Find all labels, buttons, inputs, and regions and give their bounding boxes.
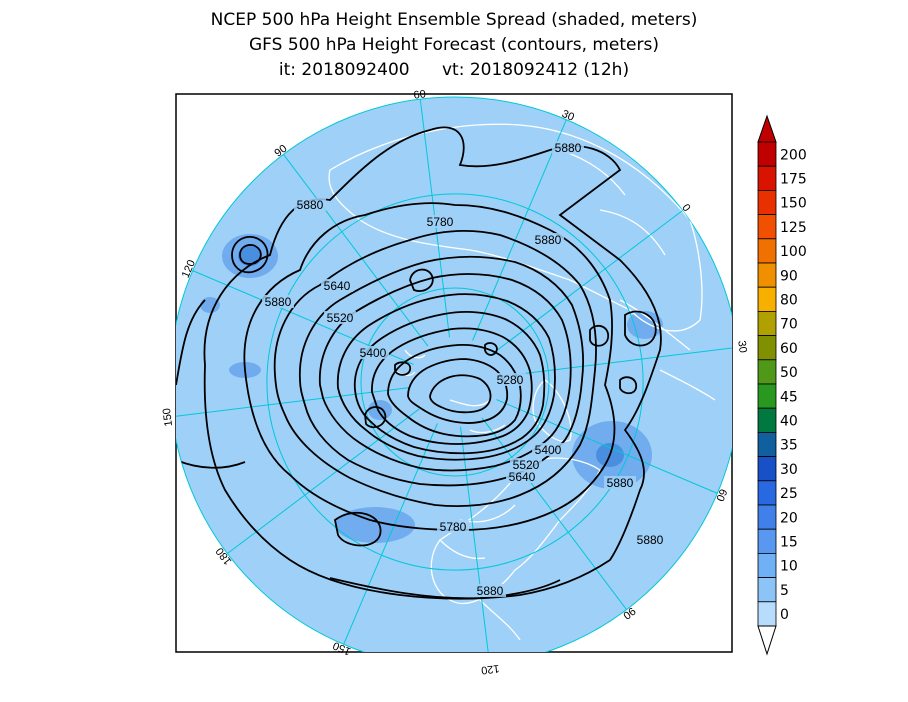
colorbar-label: 100 xyxy=(780,244,807,260)
colorbar-swatch xyxy=(757,310,777,336)
longitude-label: 30 xyxy=(735,340,748,354)
longitude-label: 60 xyxy=(413,88,427,101)
colorbar-label: 50 xyxy=(780,365,798,381)
colorbar-label: 25 xyxy=(780,486,798,502)
contour-label: 5880 xyxy=(265,295,292,309)
title-line-3: it: 2018092400 vt: 2018092412 (12h) xyxy=(278,60,630,80)
colorbar-label: 20 xyxy=(780,510,798,526)
colorbar-label: 5 xyxy=(780,583,789,599)
title-line-1: NCEP 500 hPa Height Ensemble Spread (sha… xyxy=(210,10,698,30)
contour-labels: 5880 5880 5880 5880 5880 5880 5880 5780 5780 5640… xyxy=(262,141,666,598)
contour-label: 5780 xyxy=(427,215,454,229)
colorbar-swatch xyxy=(757,431,777,457)
colorbar-label: 90 xyxy=(780,268,798,284)
meridian-line xyxy=(343,423,438,645)
colorbar-label: 60 xyxy=(780,341,798,357)
colorbar-label: 80 xyxy=(780,293,798,309)
contour-label: 5520 xyxy=(513,458,540,472)
colorbar-swatch xyxy=(757,456,777,482)
meridian-line xyxy=(227,408,420,554)
longitude-label: 90 xyxy=(620,604,637,621)
meridian-line xyxy=(283,154,429,347)
contour-label: 5880 xyxy=(637,533,664,547)
colorbar-top-arrow xyxy=(757,114,777,143)
colorbar: 2001751501251009080706050454035302520151… xyxy=(757,114,807,656)
colorbar-label: 15 xyxy=(780,535,798,551)
colorbar-label: 125 xyxy=(780,220,807,236)
contour-label: 5640 xyxy=(509,470,536,484)
parallel-circle xyxy=(266,193,644,571)
longitude-label: 30 xyxy=(560,108,576,124)
contour-label: 5880 xyxy=(607,476,634,490)
contour-label: 5400 xyxy=(535,443,562,457)
meridian-line xyxy=(496,399,718,494)
colorbar-swatch xyxy=(757,359,777,385)
title-line-2: GFS 500 hPa Height Forecast (contours, m… xyxy=(249,35,659,55)
colorbar-label: 40 xyxy=(780,414,798,430)
colorbar-swatch xyxy=(757,262,777,288)
colorbar-swatch xyxy=(757,601,777,627)
colorbar-swatch xyxy=(757,165,777,191)
meridian-line xyxy=(459,426,491,652)
colorbar-swatch xyxy=(757,407,777,433)
colorbar-swatch xyxy=(757,383,777,409)
colorbar-label: 175 xyxy=(780,172,807,188)
map-title-block: NCEP 500 hPa Height Ensemble Spread (sha… xyxy=(0,8,908,83)
longitude-label: 150 xyxy=(161,407,175,427)
colorbar-label: 30 xyxy=(780,462,798,478)
longitude-label: 60 xyxy=(713,487,729,503)
colorbar-label: 10 xyxy=(780,559,798,575)
colorbar-swatch xyxy=(757,214,777,240)
contour-label: 5520 xyxy=(327,311,354,325)
contour-label: 5400 xyxy=(360,346,387,360)
contour-label: 5780 xyxy=(440,520,467,534)
colorbar-swatch xyxy=(757,504,777,530)
contour-label: 5880 xyxy=(477,584,504,598)
colorbar-label: 35 xyxy=(780,438,798,454)
contour-label: 5640 xyxy=(324,279,351,293)
height-contours xyxy=(176,126,662,600)
hemisphere-disk xyxy=(176,96,732,652)
colorbar-swatch xyxy=(757,286,777,312)
colorbar-swatch xyxy=(757,577,777,603)
colorbar-label: 200 xyxy=(780,147,807,163)
longitude-label: 90 xyxy=(273,143,290,160)
colorbar-label: 70 xyxy=(780,317,798,333)
colorbar-swatch xyxy=(757,141,777,167)
contour-label: 5880 xyxy=(297,198,324,212)
colorbar-swatch xyxy=(757,238,777,264)
colorbar-swatch xyxy=(757,189,777,215)
colorbar-label: 45 xyxy=(780,389,798,405)
parallel-circle xyxy=(360,287,550,477)
meridian-line xyxy=(176,386,411,418)
colorbar-label: 150 xyxy=(780,196,807,212)
meridian-line xyxy=(472,119,567,341)
contour-label: 5880 xyxy=(555,141,582,155)
colorbar-swatch xyxy=(757,553,777,579)
meridian-line xyxy=(499,346,732,378)
colorbar-bottom-arrow xyxy=(757,625,777,656)
contour-label: 5880 xyxy=(535,233,562,247)
colorbar-swatch xyxy=(757,335,777,361)
colorbar-swatch xyxy=(757,480,777,506)
longitude-label: 120 xyxy=(480,662,500,676)
meridian-line xyxy=(481,417,627,610)
colorbar-swatch xyxy=(757,528,777,554)
contour-label: 5280 xyxy=(497,373,524,387)
colorbar-label: 0 xyxy=(780,607,789,623)
